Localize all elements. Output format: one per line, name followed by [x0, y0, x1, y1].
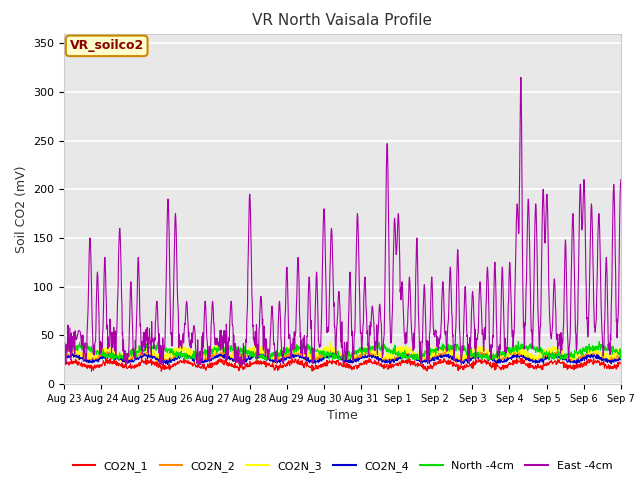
- Text: VR_soilco2: VR_soilco2: [70, 39, 144, 52]
- Y-axis label: Soil CO2 (mV): Soil CO2 (mV): [15, 165, 28, 252]
- X-axis label: Time: Time: [327, 409, 358, 422]
- Title: VR North Vaisala Profile: VR North Vaisala Profile: [252, 13, 433, 28]
- Legend: CO2N_1, CO2N_2, CO2N_3, CO2N_4, North -4cm, East -4cm: CO2N_1, CO2N_2, CO2N_3, CO2N_4, North -4…: [68, 457, 616, 477]
